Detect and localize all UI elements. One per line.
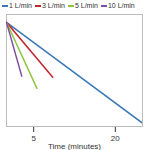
html-text:3 L/min: 3 L/min: [42, 2, 65, 9]
svg-text:Time (minutes): Time (minutes): [48, 142, 101, 150]
html-text:5 L/min: 5 L/min: [74, 2, 98, 9]
html-text:1 L/min: 1 L/min: [9, 2, 32, 9]
svg-text:20: 20: [111, 134, 120, 143]
svg-text:5: 5: [31, 134, 36, 143]
html-text:10 L/min: 10 L/min: [107, 2, 135, 9]
